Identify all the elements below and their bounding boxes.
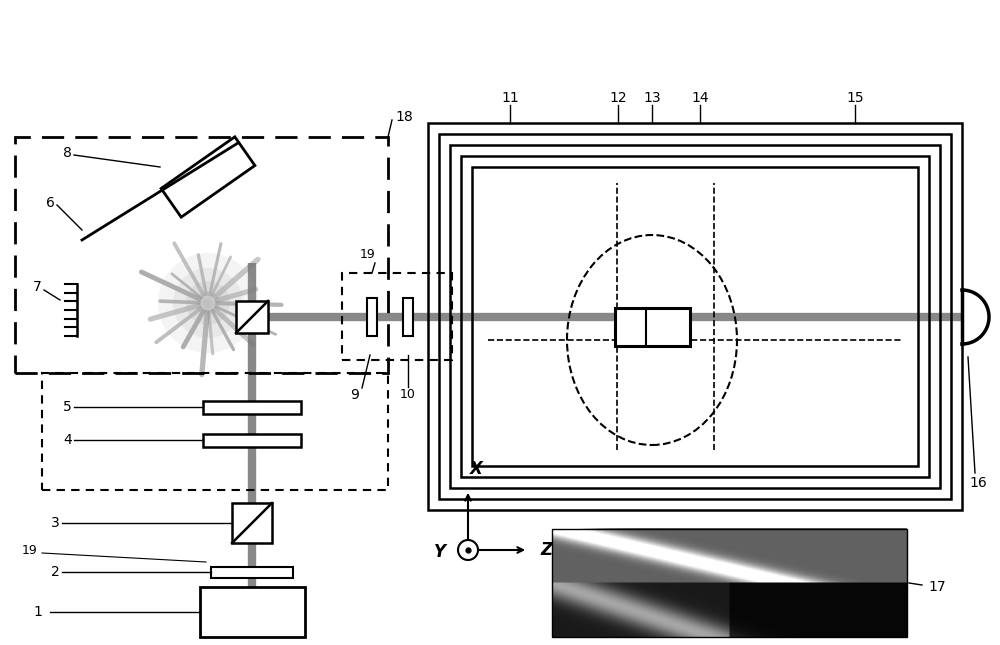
- Bar: [342, 273, 452, 360]
- Bar: [439, 134, 951, 499]
- Text: 3: 3: [51, 516, 60, 530]
- Bar: [552, 529, 907, 637]
- Bar: [232, 503, 272, 543]
- Text: 6: 6: [46, 196, 55, 210]
- Text: 12: 12: [609, 91, 627, 105]
- Text: 7: 7: [33, 280, 42, 294]
- Bar: [450, 145, 940, 488]
- Bar: [403, 298, 413, 336]
- Text: Z: Z: [540, 541, 552, 559]
- Text: 11: 11: [501, 91, 519, 105]
- Text: 18: 18: [395, 110, 413, 124]
- Bar: [461, 156, 929, 477]
- Text: 5: 5: [63, 400, 72, 414]
- Bar: [472, 167, 918, 466]
- Bar: [15, 137, 388, 373]
- Text: Y: Y: [434, 543, 446, 561]
- Ellipse shape: [200, 295, 216, 310]
- Bar: [203, 433, 301, 446]
- Ellipse shape: [196, 291, 220, 315]
- Text: 2: 2: [51, 565, 60, 579]
- Polygon shape: [161, 137, 255, 217]
- Text: 19: 19: [360, 248, 376, 261]
- Text: X: X: [470, 460, 482, 478]
- Text: 19: 19: [22, 544, 38, 557]
- Text: 10: 10: [400, 388, 416, 401]
- Text: 17: 17: [928, 580, 946, 594]
- Bar: [367, 298, 377, 336]
- Bar: [614, 308, 690, 346]
- Circle shape: [458, 540, 478, 560]
- Bar: [200, 587, 305, 637]
- Bar: [42, 373, 388, 490]
- Ellipse shape: [158, 253, 258, 353]
- Text: 8: 8: [63, 146, 72, 160]
- Text: 9: 9: [351, 388, 359, 402]
- Bar: [203, 401, 301, 413]
- Text: 1: 1: [34, 605, 42, 619]
- Bar: [211, 566, 293, 577]
- Ellipse shape: [186, 281, 230, 325]
- Text: 16: 16: [969, 476, 987, 490]
- Text: 4: 4: [63, 433, 72, 447]
- Text: 13: 13: [643, 91, 661, 105]
- Bar: [236, 301, 268, 333]
- Text: 14: 14: [691, 91, 709, 105]
- Text: 15: 15: [846, 91, 864, 105]
- Ellipse shape: [173, 268, 243, 338]
- Bar: [428, 123, 962, 510]
